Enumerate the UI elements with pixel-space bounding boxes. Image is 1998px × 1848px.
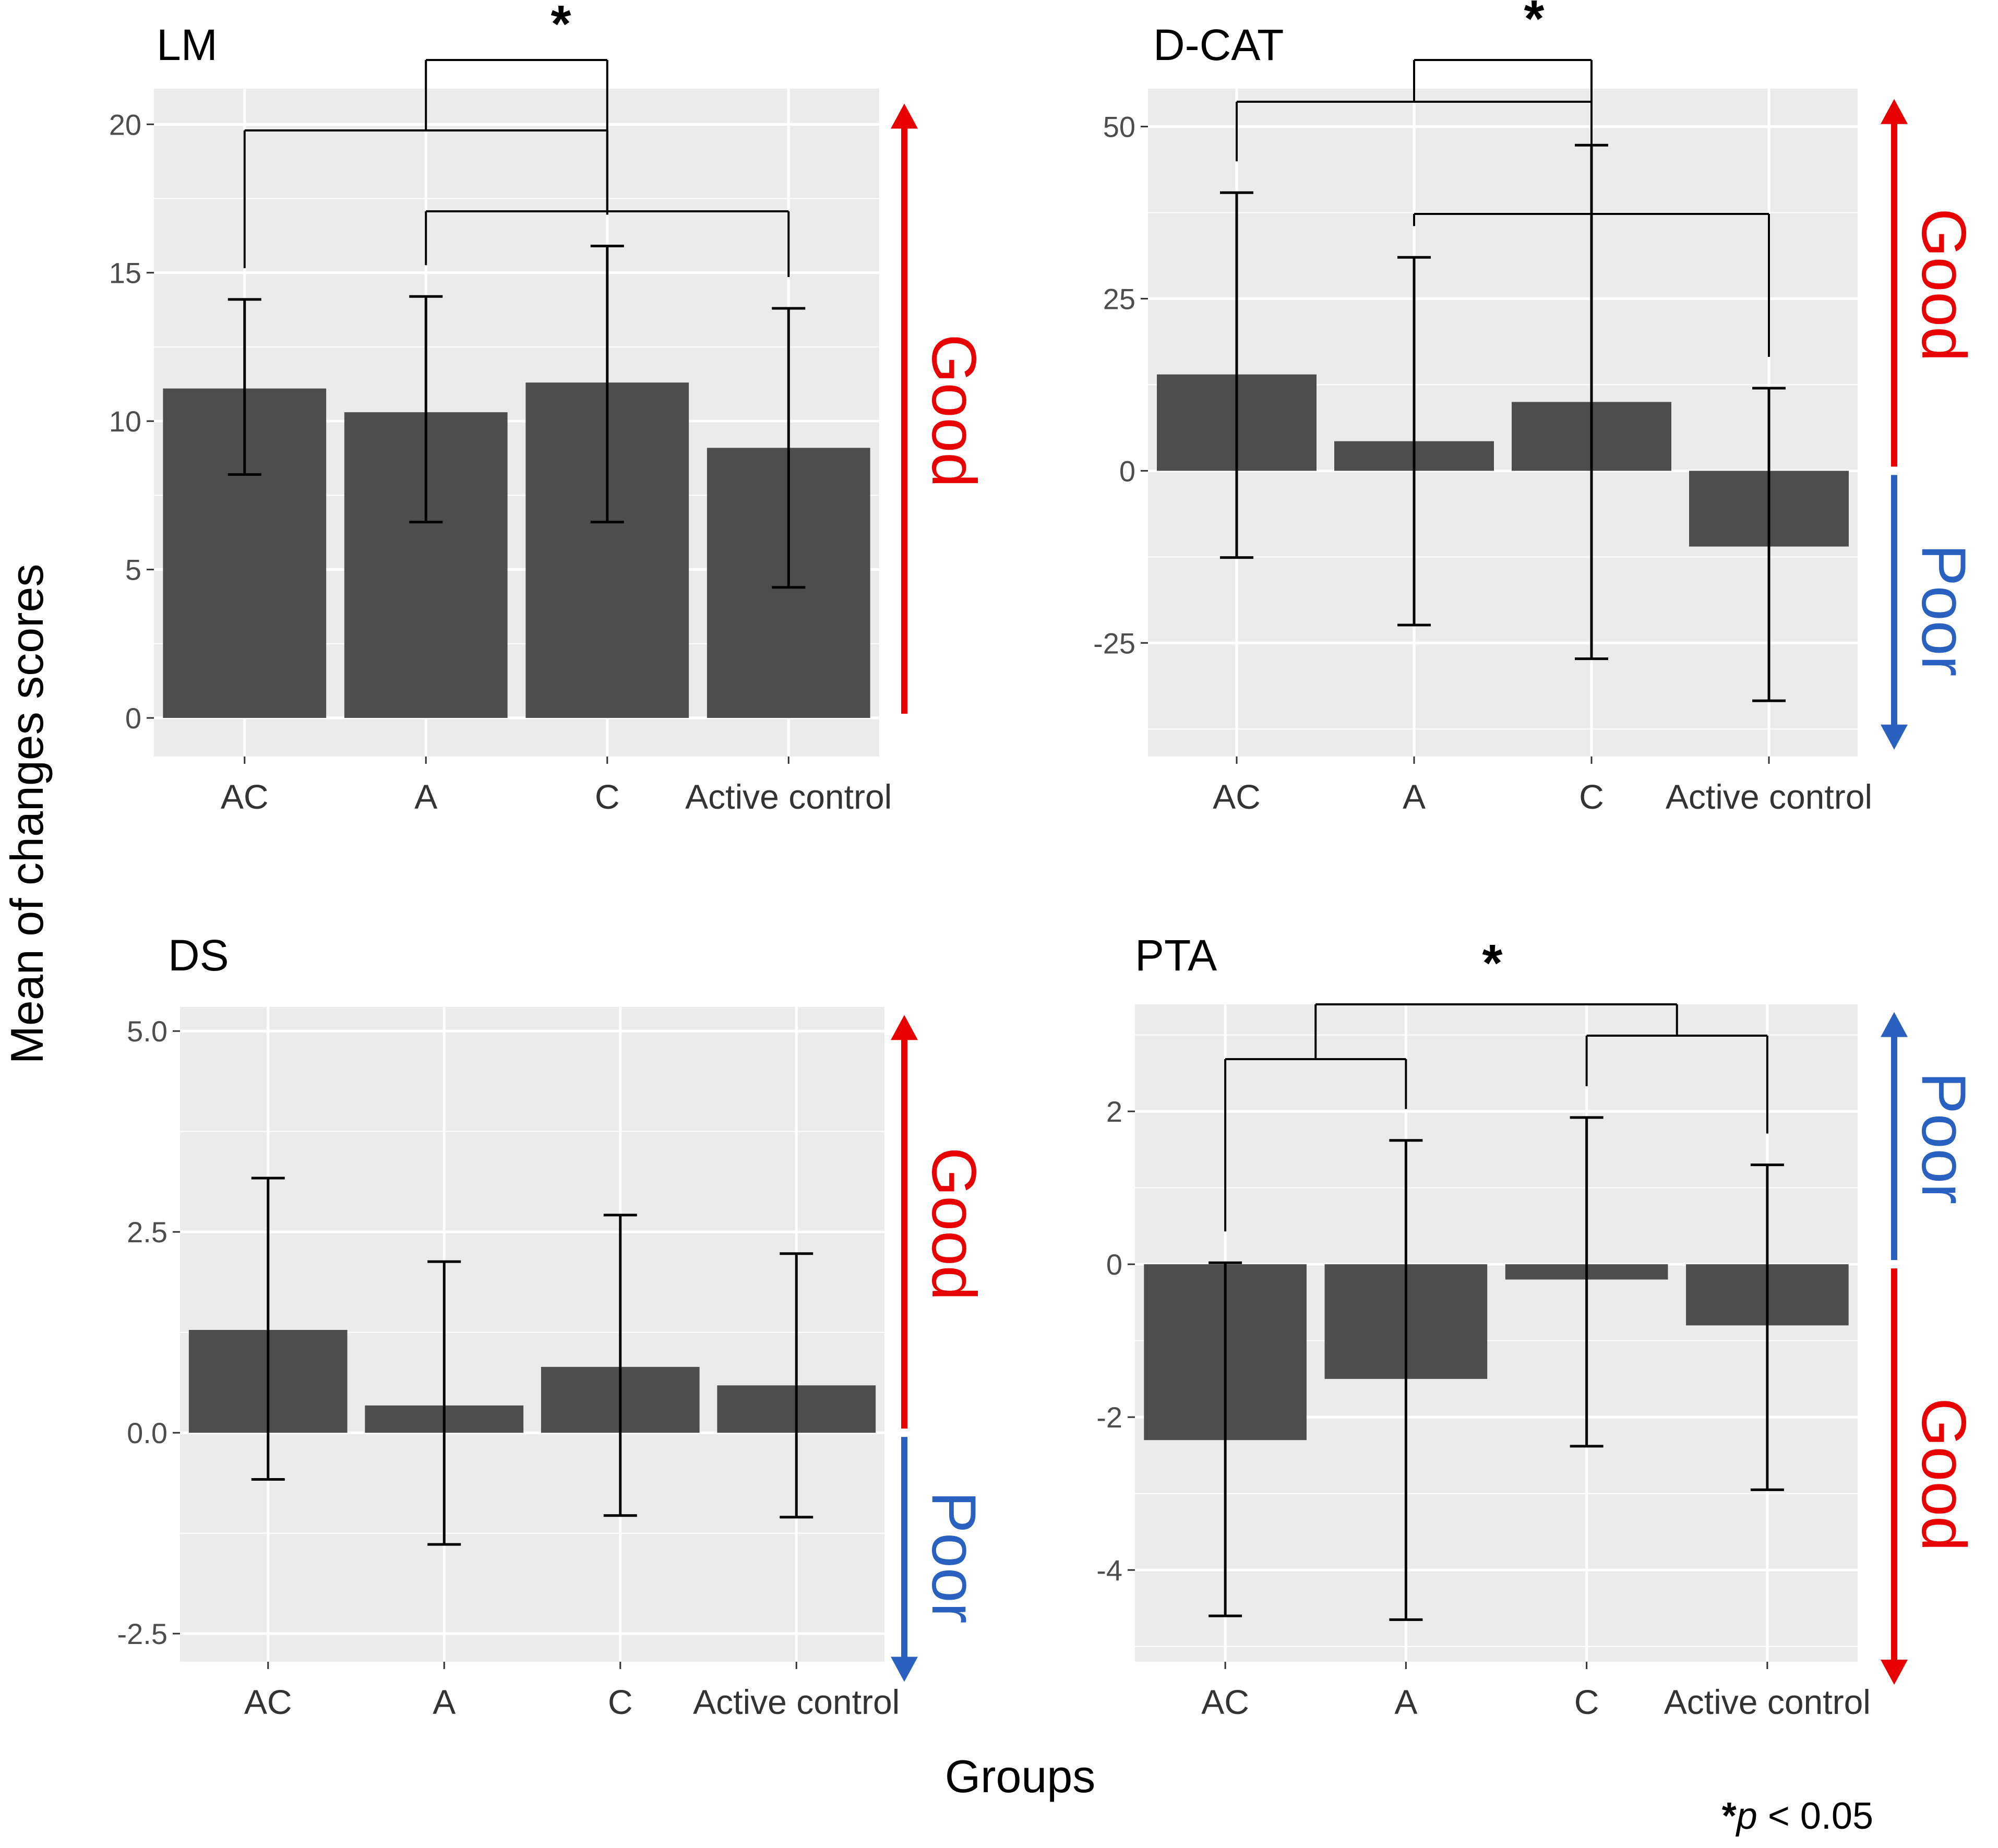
- y-tick-label: 5.0: [127, 1015, 168, 1048]
- y-tick-label: -25: [1093, 627, 1135, 659]
- x-tick-label: C: [608, 1683, 633, 1721]
- footnote-threshold: < 0.05: [1757, 1795, 1873, 1837]
- significance-star: *: [1524, 0, 1545, 48]
- direction-label-poor: Poor: [1909, 1072, 1979, 1204]
- y-tick-label: 2.5: [127, 1216, 168, 1249]
- direction-label-good: Good: [919, 334, 989, 487]
- x-tick-label: Active control: [1664, 1683, 1871, 1721]
- y-tick-label: 50: [1103, 111, 1135, 143]
- significance-star: *: [551, 0, 571, 53]
- x-axis-label: Groups: [945, 1750, 1096, 1802]
- panel-title: DS: [168, 931, 229, 980]
- y-tick-label: -4: [1096, 1554, 1122, 1587]
- x-tick-label: AC: [244, 1683, 292, 1721]
- y-tick-label: 0: [1119, 454, 1135, 487]
- x-tick-label: A: [414, 777, 437, 816]
- y-tick-label: 0: [1106, 1248, 1122, 1281]
- direction-label-good: Good: [1909, 1398, 1979, 1551]
- direction-label-good: Good: [1909, 208, 1979, 362]
- panel-title: PTA: [1135, 931, 1217, 980]
- chart-panel-ds: -2.50.02.55.0AC A C Active controlDSGoodPoo…: [117, 931, 989, 1721]
- direction-arrow-head: [891, 1657, 918, 1682]
- y-tick-label: 25: [1103, 282, 1135, 315]
- x-tick-label: C: [595, 777, 620, 816]
- x-tick-label: Active control: [685, 777, 892, 816]
- y-axis-label: Mean of changes scores: [1, 564, 53, 1064]
- x-tick-label: AC: [1213, 777, 1261, 816]
- direction-arrow-head: [891, 1015, 918, 1040]
- x-tick-label: AC: [221, 777, 269, 816]
- direction-arrow-head: [1881, 99, 1908, 124]
- x-tick-label: A: [1403, 777, 1426, 816]
- footnote-p: p: [1736, 1795, 1757, 1837]
- x-tick-label: Active control: [1666, 777, 1872, 816]
- y-tick-label: 10: [109, 405, 141, 438]
- y-tick-label: 15: [109, 257, 141, 290]
- y-tick-label: 20: [109, 108, 141, 141]
- y-tick-label: 0.0: [127, 1417, 168, 1449]
- panel-title: LM: [157, 20, 218, 69]
- significance-footnote: *p < 0.05: [1722, 1795, 1873, 1837]
- x-tick-label: C: [1574, 1683, 1599, 1721]
- y-tick-label: 2: [1106, 1095, 1122, 1128]
- footnote-star: *: [1722, 1795, 1737, 1837]
- y-tick-label: -2.5: [117, 1617, 168, 1650]
- y-tick-label: 0: [125, 702, 141, 735]
- direction-arrow-head: [1881, 1659, 1908, 1685]
- panel-title: D-CAT: [1153, 20, 1284, 69]
- x-tick-label: Active control: [693, 1683, 900, 1721]
- significance-star: *: [1482, 934, 1503, 992]
- x-tick-label: A: [433, 1683, 456, 1721]
- y-tick-label: -2: [1096, 1401, 1122, 1434]
- x-tick-label: C: [1579, 777, 1604, 816]
- x-tick-label: A: [1394, 1683, 1417, 1721]
- y-tick-label: 5: [125, 554, 141, 586]
- direction-arrow-head: [1881, 724, 1908, 750]
- direction-label-poor: Poor: [919, 1491, 989, 1623]
- direction-arrow-head: [1881, 1012, 1908, 1037]
- direction-arrow-head: [891, 103, 918, 129]
- direction-label-good: Good: [919, 1147, 989, 1301]
- direction-label-poor: Poor: [1909, 544, 1979, 676]
- x-tick-label: AC: [1201, 1683, 1249, 1721]
